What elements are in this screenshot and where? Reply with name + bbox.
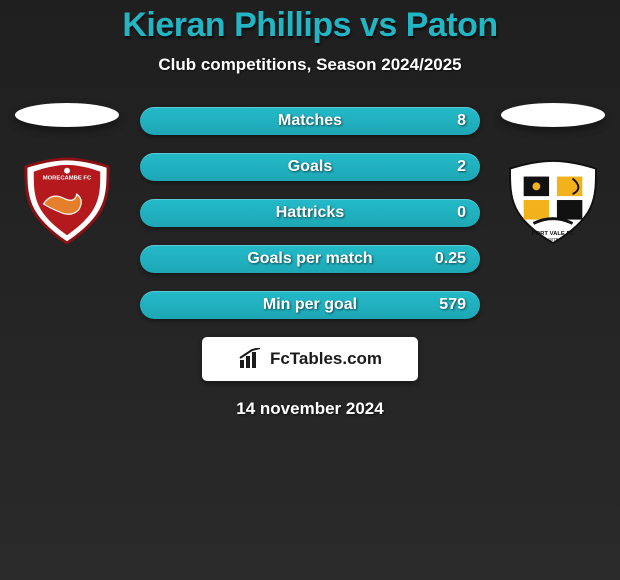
stat-bar-min-per-goal: Min per goal 579 — [140, 291, 480, 319]
page-title: Kieran Phillips vs Paton — [122, 6, 497, 45]
stat-label: Goals per match — [247, 250, 372, 268]
footer-brand-box: FcTables.com — [202, 337, 418, 381]
stat-value-right: 2 — [457, 158, 466, 176]
svg-text:PORT VALE FC: PORT VALE FC — [532, 231, 575, 237]
footer-brand-text: FcTables.com — [270, 349, 382, 369]
left-club-badge: MORECAMBE FC — [18, 157, 116, 245]
stat-label: Goals — [288, 158, 332, 176]
morecambe-badge-icon: MORECAMBE FC — [18, 157, 116, 245]
stat-bar-matches: Matches 8 — [140, 107, 480, 135]
stats-list: Matches 8 Goals 2 Hattricks 0 Goals per … — [140, 103, 480, 319]
comparison-row: MORECAMBE FC Matches 8 Goals 2 Hattricks… — [0, 103, 620, 319]
left-side: MORECAMBE FC — [12, 103, 122, 245]
stat-label: Min per goal — [263, 296, 357, 314]
stat-value-right: 0.25 — [435, 250, 466, 268]
stat-label: Matches — [278, 112, 342, 130]
stat-label: Hattricks — [276, 204, 344, 222]
bar-chart-icon — [238, 348, 264, 370]
footer-date: 14 november 2024 — [236, 399, 383, 419]
left-player-disc — [15, 103, 119, 127]
stat-value-right: 579 — [439, 296, 466, 314]
svg-text:1876: 1876 — [548, 237, 559, 243]
stat-bar-goals-per-match: Goals per match 0.25 — [140, 245, 480, 273]
stat-value-right: 8 — [457, 112, 466, 130]
right-side: PORT VALE FC 1876 — [498, 103, 608, 245]
stat-value-right: 0 — [457, 204, 466, 222]
stat-bar-hattricks: Hattricks 0 — [140, 199, 480, 227]
stat-bar-goals: Goals 2 — [140, 153, 480, 181]
svg-text:MORECAMBE FC: MORECAMBE FC — [43, 175, 92, 181]
subtitle: Club competitions, Season 2024/2025 — [158, 55, 461, 75]
right-player-disc — [501, 103, 605, 127]
right-club-badge: PORT VALE FC 1876 — [504, 157, 602, 245]
port-vale-badge-icon: PORT VALE FC 1876 — [504, 157, 602, 245]
